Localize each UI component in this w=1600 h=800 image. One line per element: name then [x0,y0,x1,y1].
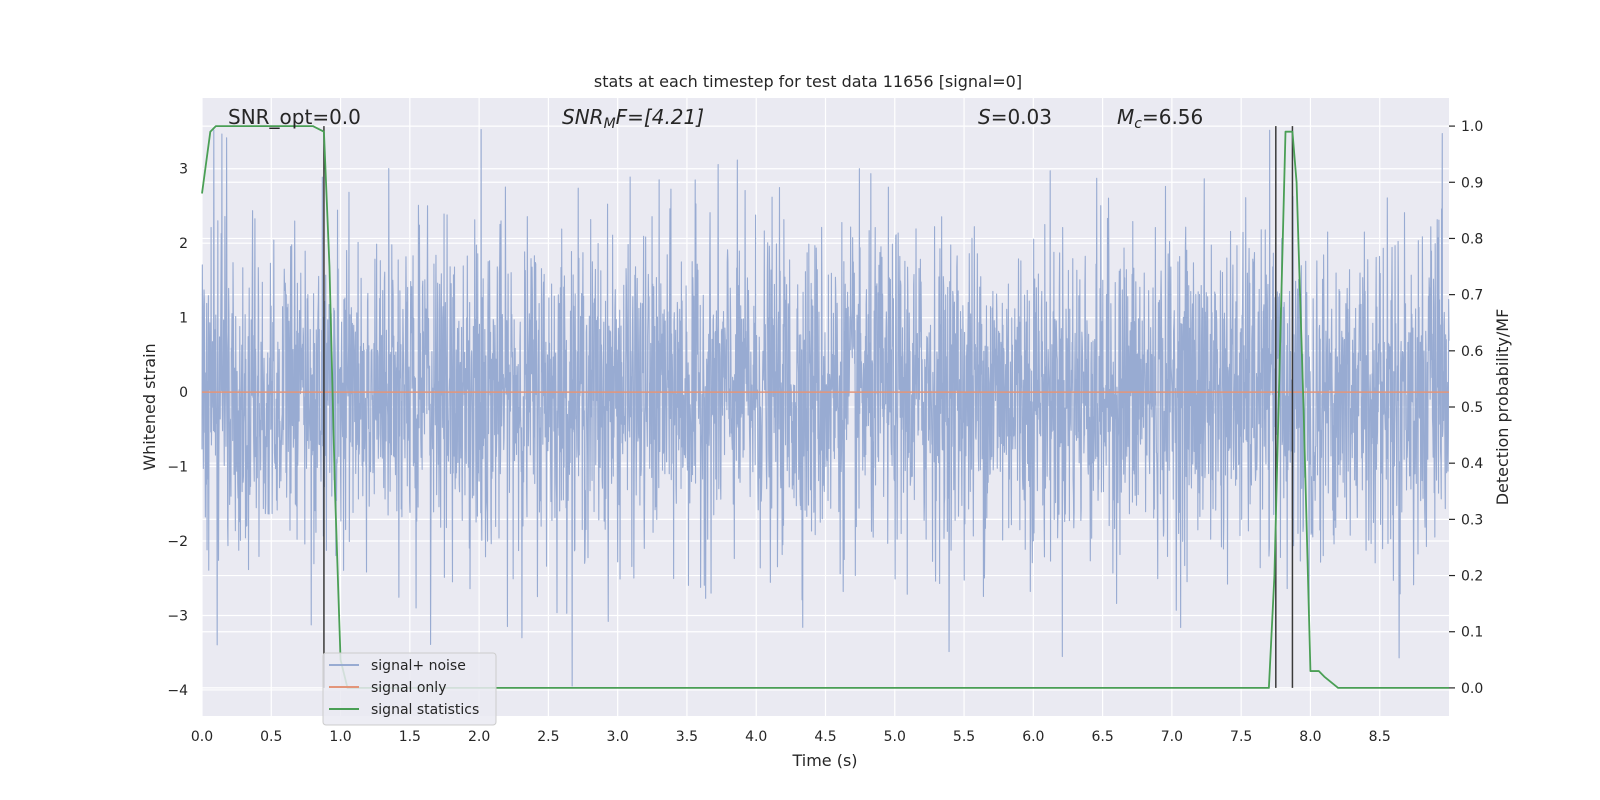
y2-axis-label: Detection probability/MF [1493,309,1512,506]
mc-subscript: c [1134,116,1142,132]
chart-title: stats at each timestep for test data 116… [594,72,1022,91]
y2-tick-labels: 1.0 0.9 0.8 0.7 0.6 0.5 0.4 0.3 0.2 0.1 0.0 [1449,119,1483,697]
snr-mf-main: SNR [562,105,604,129]
y-tick-label-3: 0 [179,385,188,401]
y-tick-labels: 3 2 1 0 −1 −2 −3 −4 [167,162,188,699]
x-axis-label: Time (s) [791,751,857,770]
x-tick-label-1: 0.5 [260,729,282,745]
y2-tick-label-6: 0.4 [1461,456,1483,472]
signal-noise-line [201,128,1450,687]
signal-statistics-series [201,125,1449,689]
mc-symbol: M [1117,105,1134,129]
x-tick-label-3: 1.5 [399,729,421,745]
x-tick-label-14: 7.0 [1161,729,1183,745]
y2-tick-label-2: 0.8 [1461,231,1483,247]
snr-mf-rest: F=[4.21] [616,105,704,129]
x-tick-label-5: 2.5 [537,729,559,745]
x-tick-label-8: 4.0 [745,729,767,745]
x-tick-label-13: 6.5 [1091,729,1113,745]
y2-tick-label-4: 0.6 [1461,344,1483,360]
annotation-snr-mf: SNRMF=[4.21] [562,105,704,132]
y2-tick-label-5: 0.5 [1461,400,1483,416]
mc-value: =6.56 [1142,105,1203,129]
s-symbol: S [978,105,991,129]
x-tick-label-2: 1.0 [329,729,351,745]
annotation-mc: Mc=6.56 [1117,105,1203,132]
y-axis-label: Whitened strain [140,343,159,470]
y2-tick-label-3: 0.7 [1461,288,1483,304]
y-tick-label-2: 1 [179,311,188,327]
x-tick-label-7: 3.5 [676,729,698,745]
x-tick-label-6: 3.0 [607,729,629,745]
y-tick-label-7: −4 [167,683,188,699]
y2-tick-label-1: 0.9 [1461,175,1483,191]
legend-box [322,652,497,726]
x-tick-label-4: 2.0 [468,729,490,745]
x-tick-label-15: 7.5 [1230,729,1252,745]
legend: signal+ noise signal only signal statist… [322,652,497,726]
legend-label-signal-only: signal only [371,680,446,696]
x-tick-label-11: 5.5 [953,729,975,745]
x-tick-labels: 0.0 0.5 1.0 1.5 2.0 2.5 3.0 3.5 4.0 4.5 5.0 5.5 6.0 6… [191,729,1391,745]
signal-statistics-line [201,125,1449,689]
y-tick-label-0: 3 [179,162,188,178]
x-tick-label-16: 8.0 [1299,729,1321,745]
x-tick-label-12: 6.0 [1022,729,1044,745]
y2-tick-label-9: 0.1 [1461,625,1483,641]
s-value: =0.03 [991,105,1052,129]
y2-tick-label-10: 0.0 [1461,681,1483,697]
y2-tick-label-7: 0.3 [1461,512,1483,528]
x-tick-label-10: 5.0 [884,729,906,745]
legend-label-signal-noise: signal+ noise [371,658,466,674]
snr-mf-sub: M [604,116,616,132]
legend-label-signal-statistics: signal statistics [371,702,479,718]
x-tick-label-9: 4.5 [814,729,836,745]
annotation-snr-opt: SNR_opt=0.0 [228,105,361,129]
x-tick-label-17: 8.5 [1369,729,1391,745]
y2-tick-label-0: 1.0 [1461,119,1483,135]
y-tick-label-6: −3 [167,608,188,624]
y-tick-label-5: −2 [167,534,188,550]
threshold-lines [323,126,1294,688]
signal-noise-series [201,128,1450,687]
y2-tick-label-8: 0.2 [1461,569,1483,585]
y-tick-label-4: −1 [167,460,188,476]
annotation-s: S=0.03 [978,105,1052,129]
y-tick-label-1: 2 [179,236,188,252]
x-tick-label-0: 0.0 [191,729,213,745]
